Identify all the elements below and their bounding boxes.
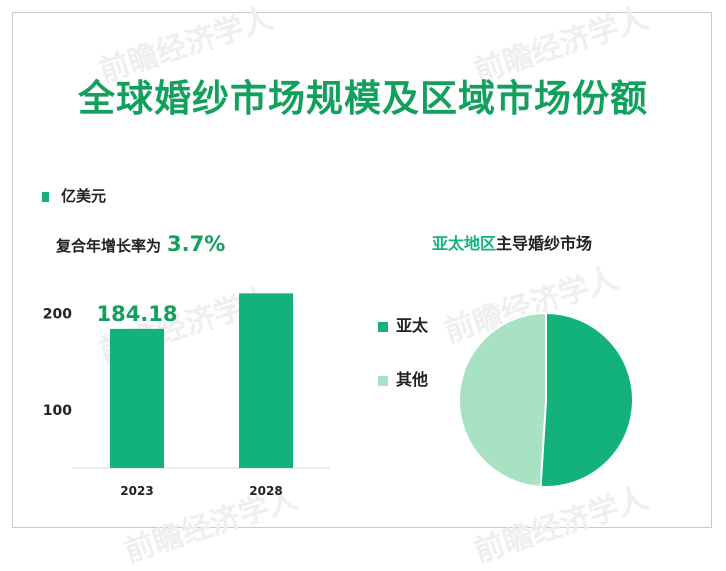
cagr-value: 3.7% (167, 232, 226, 256)
pie-slice (539, 311, 634, 488)
pie-legend-swatch (378, 321, 388, 332)
legend-swatch (42, 191, 49, 202)
pie-legend-item-apac: 亚太 (378, 312, 428, 336)
pie-legend-label: 其他 (396, 370, 429, 389)
cagr-text: 复合年增长率为 3.7% (56, 232, 225, 256)
bar (239, 293, 293, 468)
pie-title-highlight: 亚太地区 (432, 234, 497, 253)
y-tick-label: 100 (43, 403, 72, 419)
unit-legend: 亿美元 (42, 185, 106, 206)
x-tick-label: 2023 (120, 484, 153, 498)
pie-slice (458, 311, 547, 488)
x-tick-label: 2028 (249, 484, 282, 498)
pie-title-rest: 主导婚纱市场 (496, 234, 593, 253)
pie-title: 亚太地区主导婚纱市场 (432, 230, 592, 254)
pie-legend-swatch (378, 375, 388, 386)
chart-canvas: 100 200 2023 184.18 2028 (43, 293, 634, 498)
bar (110, 328, 164, 468)
data-label: 184.18 (96, 302, 177, 326)
card-frame (12, 12, 712, 528)
cagr-label: 复合年增长率为 (56, 237, 162, 255)
unit-legend-label: 亿美元 (61, 187, 107, 205)
page-title: 全球婚纱市场规模及区域市场份额 (78, 77, 648, 120)
pie-legend-item-other: 其他 (378, 366, 428, 390)
pie-legend-label: 亚太 (396, 316, 429, 335)
y-tick-label: 200 (43, 307, 72, 323)
